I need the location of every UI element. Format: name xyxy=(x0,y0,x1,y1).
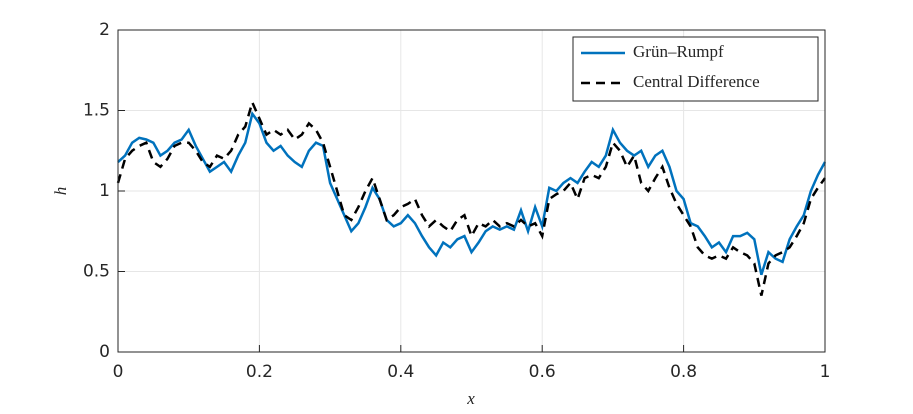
x-tick-label: 0.2 xyxy=(246,362,273,382)
series-line xyxy=(117,110,827,276)
y-tick-label: 0 xyxy=(99,342,110,362)
y-axis-label: h xyxy=(51,187,70,196)
legend-label: Grün–Rumpf xyxy=(633,42,724,61)
x-tick-label: 0.8 xyxy=(670,362,697,382)
y-tick-label: 1 xyxy=(99,181,110,201)
legend-label: Central Difference xyxy=(633,72,760,91)
y-tick-label: 2 xyxy=(99,20,110,40)
series-line xyxy=(116,98,827,296)
axes-box xyxy=(117,29,826,353)
x-tick-label: 0.6 xyxy=(529,362,556,382)
x-tick-label: 0.4 xyxy=(387,362,414,382)
x-axis-label: x xyxy=(466,389,475,408)
x-tick-label: 1 xyxy=(820,362,831,382)
y-tick-label: 1.5 xyxy=(83,101,110,121)
x-tick-label: 0 xyxy=(113,362,124,382)
legend-box xyxy=(572,36,819,102)
y-tick-label: 0.5 xyxy=(83,262,110,282)
